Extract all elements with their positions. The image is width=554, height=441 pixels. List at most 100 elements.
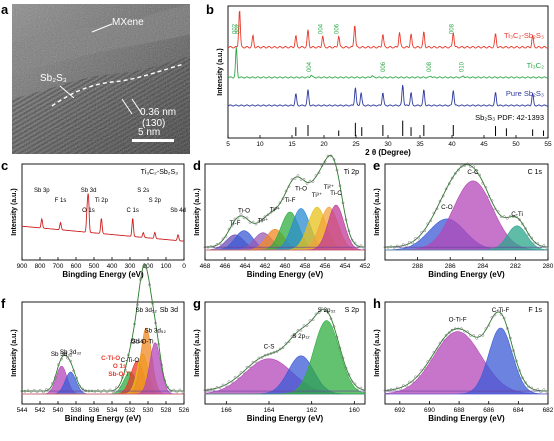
xps-data-point xyxy=(221,383,225,387)
panel-c-xtick-label: 400 xyxy=(107,263,118,270)
panel-g-xtick-label: 160 xyxy=(349,407,360,414)
xps-data-point xyxy=(487,324,491,327)
xps-data-point xyxy=(151,302,154,305)
xps-data-point xyxy=(401,243,405,246)
xps-data-point xyxy=(230,224,234,228)
panel-g-axes: 166 164 162 160 Binding Energy (eV) Intensity… xyxy=(194,301,366,423)
xps-data-point xyxy=(429,219,433,223)
xps-data-point xyxy=(524,381,527,384)
xps-data-point xyxy=(392,388,396,392)
panel-e-xtick-label: 284 xyxy=(477,263,488,270)
xps-data-point xyxy=(133,322,136,326)
xps-data-point xyxy=(493,313,497,317)
survey-peak-label: Sb 3d xyxy=(81,188,97,194)
panel-f-xtick-label: 544 xyxy=(17,407,28,414)
xps-data-point xyxy=(395,386,399,390)
panel-b-xtick-label: 40 xyxy=(448,141,456,148)
xps-data-point xyxy=(505,216,509,220)
tem-texture xyxy=(12,4,190,154)
xps-data-point xyxy=(463,329,466,333)
xps-data-point xyxy=(239,213,243,217)
xps-data-point xyxy=(75,376,79,380)
xps-data-point xyxy=(242,216,246,220)
xps-data-point xyxy=(47,388,51,392)
xps-data-point xyxy=(414,375,417,379)
xps-data-point xyxy=(411,241,414,245)
xps-data-point xyxy=(260,356,264,359)
xps-data-point xyxy=(299,328,303,332)
survey-peak-label: Sb 3p xyxy=(34,188,50,194)
xps-data-point xyxy=(472,334,475,337)
xrd-series-line xyxy=(227,10,549,49)
xps-data-point xyxy=(341,201,345,205)
xps-data-point xyxy=(466,330,469,334)
xps-component-label: O-Ti-F xyxy=(449,317,467,324)
xps-data-point xyxy=(450,176,454,180)
xps-data-point xyxy=(54,376,57,379)
xps-data-point xyxy=(405,384,408,388)
xps-data-point xyxy=(478,334,482,337)
xps-data-point xyxy=(126,353,130,357)
panel-e-xtick-label: 280 xyxy=(543,263,554,270)
survey-peak-label: S 2s xyxy=(137,188,149,194)
panel-d-xtick-label: 454 xyxy=(340,263,351,270)
panel-h-xtick-label: 686 xyxy=(483,407,494,414)
xps-data-point xyxy=(317,171,321,175)
survey-peak-label: S 2p xyxy=(149,198,162,204)
xps-data-point xyxy=(508,336,512,340)
xps-data-point xyxy=(275,350,279,353)
xps-data-point xyxy=(447,331,451,335)
xps-data-point xyxy=(466,162,469,166)
xps-data-point xyxy=(469,165,472,168)
xps-data-point xyxy=(502,316,506,320)
xps-data-point xyxy=(478,173,482,177)
xps-data-point xyxy=(84,389,88,393)
xps-data-point xyxy=(117,385,121,388)
panel-d-title: Ti 2p xyxy=(344,169,359,176)
xps-data-point xyxy=(401,384,405,387)
panel-b-xtick-label: 10 xyxy=(256,141,264,148)
xps-data-point xyxy=(257,219,261,223)
xps-data-point xyxy=(420,230,424,234)
xps-data-point xyxy=(206,245,210,249)
xps-data-point xyxy=(432,350,436,354)
panel-c-frame xyxy=(21,163,185,261)
xps-data-point xyxy=(521,222,524,226)
xps-data-point xyxy=(475,171,479,174)
xps-component-label: Ti-C xyxy=(330,190,342,197)
panel-b-xtick-label: 15 xyxy=(288,141,296,148)
xps-data-point xyxy=(499,313,503,316)
xps-data-point xyxy=(302,324,306,328)
xps-data-point xyxy=(87,389,91,393)
xps-data-point xyxy=(527,233,530,236)
xps-component xyxy=(205,204,366,251)
xps-data-point xyxy=(236,376,240,379)
xps-data-point xyxy=(314,174,318,177)
xps-data-point xyxy=(41,390,45,394)
panel-b-xtick-label: 45 xyxy=(480,141,488,148)
panel-d-xtick-label: 452 xyxy=(360,263,371,270)
xps-data-point xyxy=(224,235,228,238)
xps-data-point xyxy=(157,342,161,346)
xps-data-point xyxy=(512,215,515,219)
panel-e-xlabel: Binding Energy (eV) xyxy=(428,270,505,279)
xps-data-point xyxy=(530,386,534,390)
panel-e-title: C 1s xyxy=(528,169,543,176)
panel-h-ylabel: Intensity (a.u.) xyxy=(374,329,381,376)
xps-data-point xyxy=(136,303,139,306)
xps-data-point xyxy=(57,363,60,366)
xps-data-point xyxy=(329,317,333,321)
survey-peak-label: Ti 2p xyxy=(95,198,109,204)
xps-data-point xyxy=(69,359,72,363)
xps-data-point xyxy=(389,388,393,391)
xps-data-point xyxy=(148,283,151,287)
panel-c-xtick-label: 200 xyxy=(143,263,154,270)
xps-data-point xyxy=(398,245,402,249)
tem-label-d-spacing: 0.36 nm xyxy=(140,107,177,118)
xps-data-point xyxy=(108,388,112,392)
xps-data-point xyxy=(444,187,448,191)
xps-data-point xyxy=(426,360,430,364)
xps-data-point xyxy=(181,390,185,394)
xrd-series-label: Sb₂S₃ PDF: 42-1393 xyxy=(475,113,544,122)
